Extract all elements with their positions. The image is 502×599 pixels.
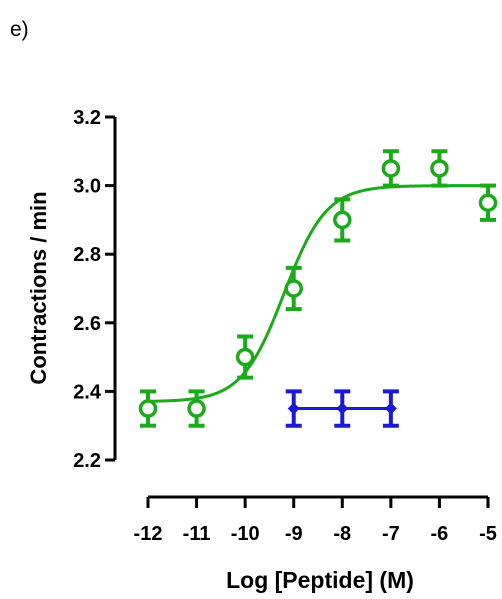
y-tick-label: 2.2 — [73, 450, 101, 472]
x-tick-label: -8 — [333, 523, 351, 545]
x-tick-label: -7 — [382, 523, 400, 545]
data-point — [333, 210, 352, 230]
series-1 — [285, 389, 399, 428]
panel-label: e) — [10, 18, 29, 41]
data-point — [381, 159, 401, 178]
data-point — [235, 347, 255, 367]
data-point — [478, 193, 498, 212]
x-tick-label: -6 — [431, 523, 449, 545]
fit-curve — [147, 184, 488, 403]
data-point — [384, 402, 397, 415]
y-tick-label: 2.6 — [73, 313, 101, 335]
data-point — [187, 399, 206, 418]
data-point — [287, 402, 300, 415]
data-point — [336, 402, 349, 415]
x-tick-label: -10 — [231, 523, 260, 545]
y-tick-label: 3.0 — [73, 176, 101, 198]
x-tick-label: -9 — [285, 523, 303, 545]
x-tick-label: -5 — [479, 523, 497, 545]
x-axis: -12 -11 -10 -9 -8 -7 -6 -5 — [134, 495, 497, 545]
y-axis: 2.2 2.4 2.6 2.8 3.0 3.2 — [73, 107, 117, 472]
data-point — [284, 279, 303, 298]
data-point — [430, 159, 449, 178]
series-layer — [138, 149, 498, 428]
y-tick-label: 2.8 — [73, 244, 101, 266]
x-tick-label: -12 — [134, 523, 163, 545]
data-point — [138, 399, 158, 418]
y-axis-label: Contractions / min — [26, 191, 51, 384]
series-0 — [138, 149, 498, 428]
y-tick-label: 2.4 — [73, 381, 102, 403]
x-tick-label: -11 — [183, 523, 211, 545]
y-tick-label: 3.2 — [73, 107, 101, 129]
x-axis-label: Log [Peptide] (M) — [226, 567, 414, 593]
